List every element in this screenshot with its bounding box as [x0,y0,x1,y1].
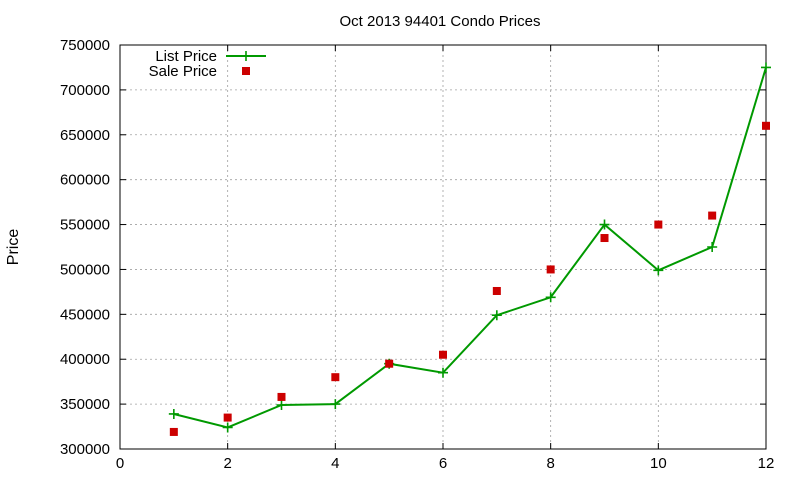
y-tick-label: 700000 [60,82,110,99]
sale-price-point [600,234,609,243]
list-price-point [276,400,287,411]
legend-label-list-price: List Price [155,48,217,65]
chart-title: Oct 2013 94401 Condo Prices [340,13,541,30]
grid-layer [120,45,766,449]
x-tick-label: 6 [439,455,447,472]
y-axis-label: Price [5,229,22,266]
legend: List Price Sale Price [149,48,266,80]
legend-marker-list-price [241,51,251,61]
sale-price-point [654,220,663,229]
x-tick-label: 10 [650,455,667,472]
tick-layer: 300000 350000 400000 450000 500000 550000 6000… [60,37,774,472]
list-price-point [330,399,341,410]
plot-frame [119,44,767,450]
sale-price-point [169,427,178,436]
list-price-point [168,408,179,419]
y-tick-label: 500000 [60,261,110,278]
y-tick-label: 300000 [60,441,110,458]
y-tick-label: 750000 [60,37,110,54]
series-layer [168,62,771,436]
y-tick-label: 350000 [60,396,110,413]
y-tick-label: 550000 [60,217,110,234]
y-tick-label: 650000 [60,127,110,144]
legend-label-sale-price: Sale Price [149,63,217,80]
sale-price-point [492,286,501,295]
list-price-point [707,242,718,252]
list-price-point [761,62,771,73]
list-price-point [653,265,664,276]
sale-price-point [331,373,340,382]
x-tick-label: 8 [546,455,554,472]
legend-marker-sale-price [242,67,250,75]
list-price-point [491,310,502,321]
sale-price-point [546,265,555,274]
sale-price-point [762,121,770,130]
sale-price-point [277,392,286,401]
sale-price-point [223,413,232,422]
sale-price-point [385,359,394,368]
y-tick-label: 400000 [60,351,110,368]
y-tick-label: 450000 [60,306,110,323]
list-price-point [438,367,448,378]
sale-price-point [708,211,717,220]
list-price-point [545,292,556,303]
list-price-line [173,67,767,429]
y-tick-label: 600000 [60,172,110,189]
list-price-point [599,219,610,230]
x-tick-label: 4 [331,455,339,472]
x-tick-label: 2 [223,455,231,472]
x-tick-label: 0 [116,455,124,472]
list-price-point [222,422,233,433]
x-tick-label: 12 [758,455,775,472]
sale-price-point [439,350,447,359]
